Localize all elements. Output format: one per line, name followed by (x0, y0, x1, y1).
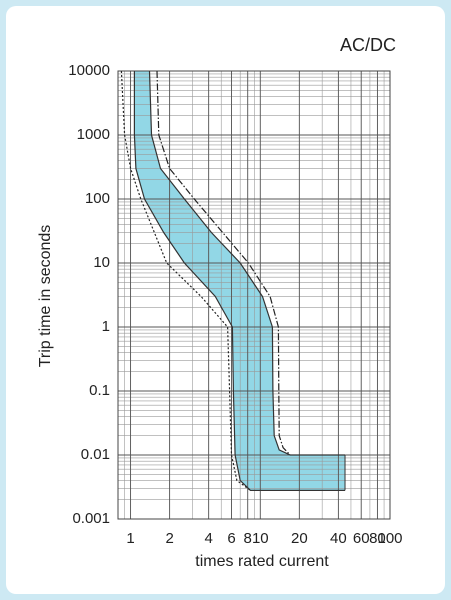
chart-title: AC/DC (340, 35, 396, 55)
x-tick-label: 6 (227, 530, 235, 547)
x-tick-label: 80 (369, 530, 386, 547)
x-tick-label: 4 (204, 530, 212, 547)
x-axis-label: times rated current (195, 553, 329, 570)
curve (120, 70, 251, 491)
x-tick-label: 20 (291, 530, 308, 547)
y-tick-label: 0.01 (81, 446, 110, 463)
x-tick-label: 8 (244, 530, 252, 547)
x-tick-label: 40 (330, 530, 347, 547)
y-tick-label: 10 (93, 254, 110, 271)
y-tick-label: 0.001 (72, 510, 110, 527)
y-tick-label: 10000 (68, 62, 110, 79)
y-tick-label: 100 (85, 190, 110, 207)
x-tick-label: 60 (353, 530, 370, 547)
y-tick-label: 1000 (77, 126, 110, 143)
x-tick-label: 2 (165, 530, 173, 547)
plot-border (117, 70, 391, 520)
y-tick-label: 0.1 (89, 382, 110, 399)
y-tick-label: 1 (102, 318, 110, 335)
x-tick-label: 10 (252, 530, 269, 547)
curve (156, 70, 291, 456)
x-tick-label: 100 (377, 530, 402, 547)
x-tick-label: 1 (126, 530, 134, 547)
curve (133, 71, 345, 491)
y-axis-label: Trip time in seconds (37, 225, 54, 368)
trip-band (134, 71, 345, 491)
curve (148, 70, 345, 456)
